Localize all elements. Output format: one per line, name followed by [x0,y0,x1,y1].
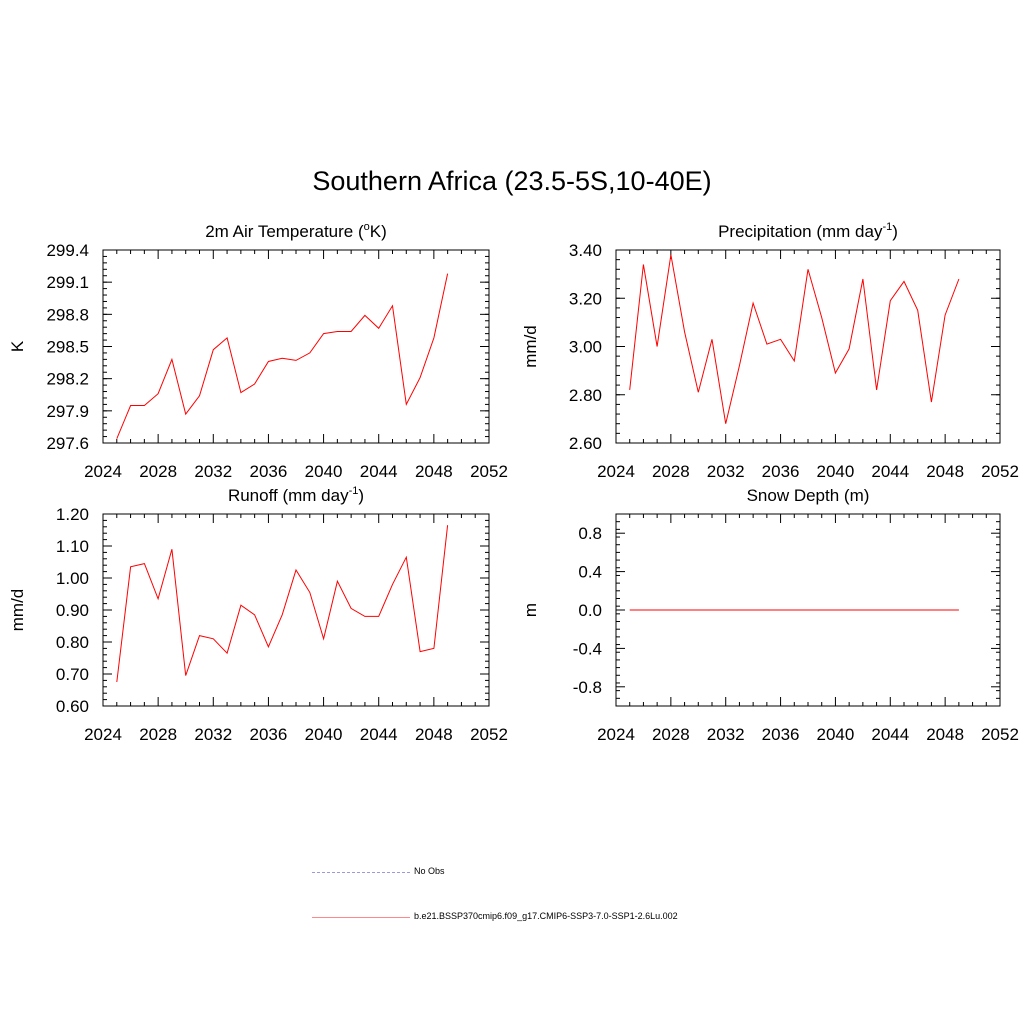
x-tick-label: 2032 [707,462,745,481]
y-tick-label: 297.9 [46,402,89,421]
x-tick-label: 2028 [652,462,690,481]
x-tick-label: 2024 [597,462,635,481]
y-tick-label: 2.60 [569,434,602,453]
x-tick-label: 2044 [360,462,398,481]
legend-label-model: b.e21.BSSP370cmip6.f09_g17.CMIP6-SSP3-7.… [414,911,678,921]
y-axis-label: m [521,603,540,617]
panel-title-after: K) [370,222,387,241]
y-tick-label: 1.20 [56,505,89,524]
x-tick-label: 2044 [871,725,909,744]
y-tick-label: 299.1 [46,273,89,292]
y-tick-label: 0.80 [56,633,89,652]
y-tick-label: 0.60 [56,697,89,716]
panel-title: Precipitation (mm day-1) [718,221,898,241]
y-tick-label: 3.40 [569,241,602,260]
panel-title-sup: -1 [349,485,359,497]
y-tick-label: 3.20 [569,289,602,308]
panel-title: Snow Depth (m) [747,486,870,505]
panel-precipitation: 2024 2028 2032 2036 2040 2044 2048 2052 2.60 2.80… [521,221,1019,481]
x-tick-label: 2040 [305,462,343,481]
panel-title-main: 2m Air Temperature ( [205,222,364,241]
y-tick-label: 0.8 [578,524,602,543]
y-tick-label: 298.8 [46,305,89,324]
y-axis-label: mm/d [521,325,540,368]
panel-title-after: ) [892,222,898,241]
x-tick-label: 2032 [194,462,232,481]
legend-swatch-obs [312,872,410,873]
series-line [116,525,449,683]
y-tick-label: 298.2 [46,370,89,389]
x-tick-label: 2048 [415,725,453,744]
y-tick-label: 0.70 [56,665,89,684]
panel-temperature: 2024 2028 2032 2036 2040 2044 2048 2052 297.6 297… [8,221,508,481]
panel-title-main: Precipitation (mm day [718,222,883,241]
y-tick-label: 1.00 [56,569,89,588]
y-tick-label: 298.5 [46,338,89,357]
x-tick-label: 2028 [139,725,177,744]
panel-title-main: Runoff (mm day [228,486,349,505]
x-tick-label: 2052 [470,462,508,481]
series-line [629,254,960,424]
x-tick-label: 2032 [194,725,232,744]
x-tick-label: 2032 [707,725,745,744]
plot-frame [102,513,490,707]
legend-swatch-model [312,917,410,918]
x-tick-label: 2044 [871,462,909,481]
x-tick-label: 2052 [981,725,1019,744]
x-tick-label: 2028 [652,725,690,744]
panel-title: Runoff (mm day-1) [228,485,364,505]
y-tick-label: 0.0 [578,601,602,620]
panel-title-sup: o [364,221,370,233]
x-tick-label: 2036 [250,725,288,744]
x-tick-label: 2036 [762,725,800,744]
y-tick-label: 0.90 [56,601,89,620]
panel-snow-depth: 2024 2028 2032 2036 2040 2044 2048 2052 -0.8 -0.4… [521,486,1019,744]
figure-title: Southern Africa (23.5-5S,10-40E) [312,166,712,196]
x-tick-label: 2036 [250,462,288,481]
panel-runoff: 2024 2028 2032 2036 2040 2044 2048 2052 0.60 0.70… [8,485,508,744]
y-tick-label: 299.4 [46,241,89,260]
panel-title-after: ) [358,486,364,505]
series-line [116,273,449,439]
x-tick-label: 2036 [762,462,800,481]
x-tick-label: 2040 [817,725,855,744]
legend-label-obs: No Obs [414,866,445,876]
x-tick-label: 2052 [470,725,508,744]
x-tick-label: 2040 [305,725,343,744]
x-tick-label: 2024 [597,725,635,744]
y-tick-label: -0.4 [573,639,602,658]
x-tick-label: 2048 [415,462,453,481]
panel-title-main: Snow Depth (m) [747,486,870,505]
x-tick-label: 2052 [981,462,1019,481]
x-tick-label: 2028 [139,462,177,481]
x-tick-label: 2048 [926,725,964,744]
x-tick-label: 2044 [360,725,398,744]
y-tick-label: 0.4 [578,563,602,582]
x-tick-label: 2040 [817,462,855,481]
panel-title: 2m Air Temperature (oK) [205,221,387,241]
y-tick-label: 1.10 [56,537,89,556]
x-tick-label: 2024 [84,725,122,744]
y-axis-label: K [8,340,27,352]
plot-frame [615,249,1001,444]
panel-title-sup: -1 [882,221,892,233]
x-tick-label: 2048 [926,462,964,481]
y-tick-label: 297.6 [46,434,89,453]
y-axis-label: mm/d [8,589,27,632]
x-tick-label: 2024 [84,462,122,481]
y-tick-label: 2.80 [569,386,602,405]
y-tick-label: 3.00 [569,338,602,357]
y-tick-label: -0.8 [573,678,602,697]
